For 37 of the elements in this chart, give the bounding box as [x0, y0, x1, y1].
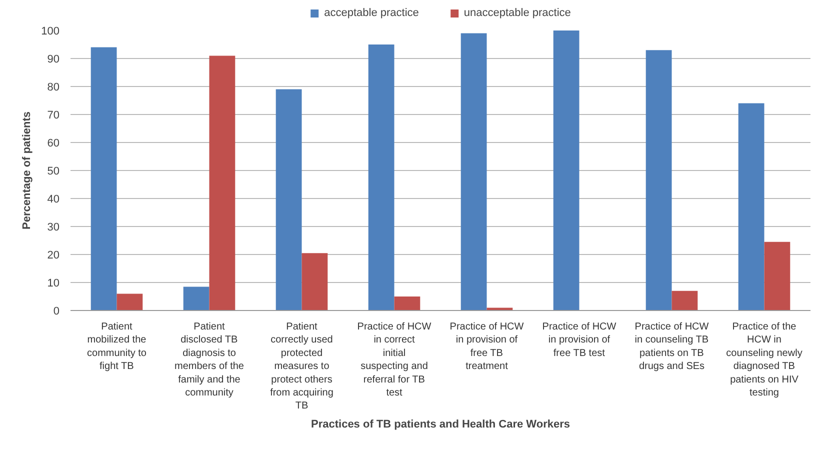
x-tick-label: Patient mobilized the community to fight TB [87, 322, 147, 372]
bar [116, 294, 143, 310]
y-tick-label: 10 [47, 278, 60, 290]
x-tick-label: Practice of HCW in provision of free TB test [542, 322, 617, 359]
legend-label: unacceptable practice [464, 7, 571, 19]
y-tick-label: 30 [47, 222, 60, 234]
bar [394, 296, 420, 310]
y-tick-label: 70 [47, 110, 60, 122]
y-tick-label: 50 [47, 166, 60, 178]
x-tick-label: Patient correctly used protected measures to protect others from acquiring TB [270, 322, 334, 412]
bar [368, 44, 394, 310]
bar [90, 47, 117, 310]
bar [209, 56, 236, 310]
y-tick-label: 20 [47, 250, 60, 262]
bar [302, 253, 328, 310]
bar [672, 290, 698, 310]
x-tick-label: Practice of HCW in counseling TB patients on TB drugs and SEs [634, 322, 710, 372]
x-tick-label: Practice of HCW in correct initial suspecting and referral for TB test [357, 322, 432, 398]
bar [646, 50, 672, 310]
legend-label: acceptable practice [324, 7, 419, 19]
bar [738, 103, 764, 310]
y-tick-label: 40 [47, 194, 60, 206]
bar [553, 30, 580, 310]
x-axis-title: Practices of TB patients and Health Care Workers [311, 418, 570, 431]
y-tick-label: 100 [41, 26, 60, 38]
bar [764, 242, 790, 310]
x-tick-label: Practice of HCW in provision of free TB treatment [450, 322, 524, 372]
y-tick-label: 80 [47, 82, 60, 94]
x-tick-label: Patient disclosed TB diagnosis to members of the family and the community [174, 322, 244, 398]
x-tick-label: Practice of the HCW in counseling newly diagnosed TB patients on HIV testing [726, 322, 802, 398]
bar [276, 89, 302, 310]
y-axis-title: Percentage of patients [21, 112, 34, 230]
bar [460, 33, 487, 310]
bar [183, 286, 210, 310]
y-tick-label: 0 [53, 306, 60, 318]
y-tick-label: 90 [47, 54, 60, 66]
y-tick-label: 60 [47, 138, 60, 150]
